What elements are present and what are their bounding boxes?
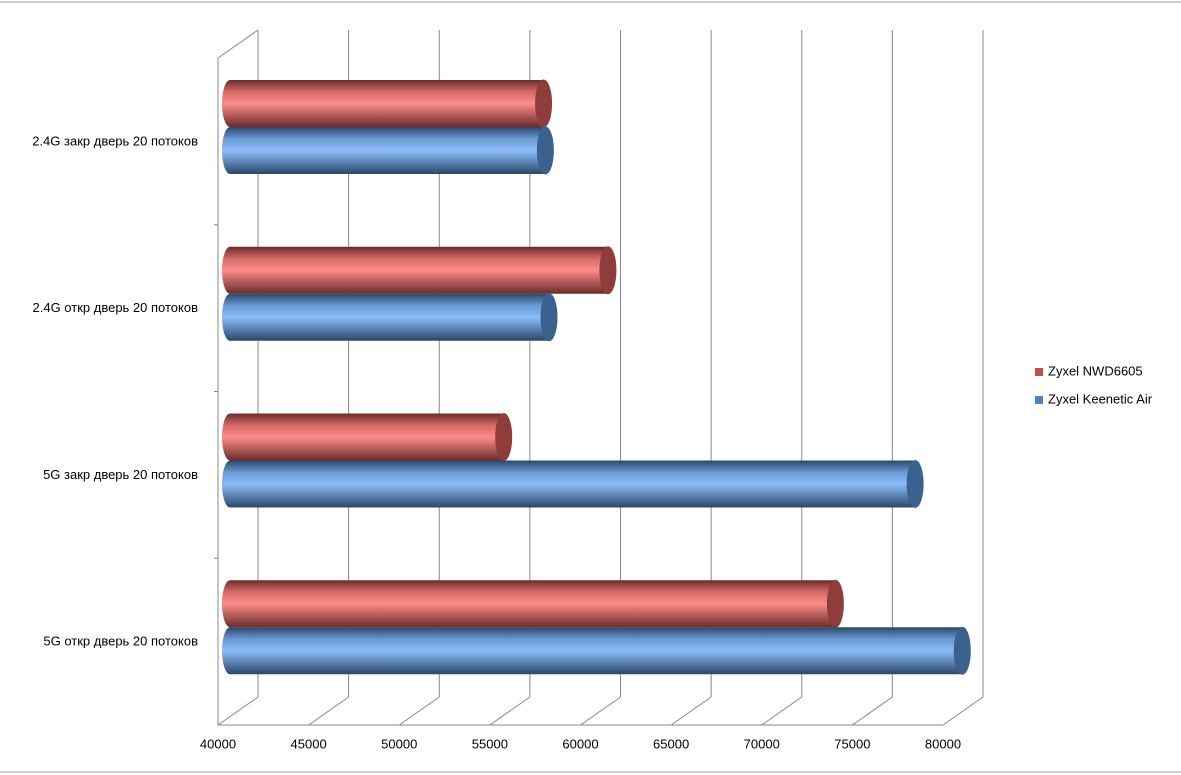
bar	[230, 627, 963, 675]
bar	[230, 460, 916, 508]
bar-cap	[536, 126, 554, 175]
x-tick-label: 60000	[562, 736, 598, 751]
x-tick-label: 80000	[925, 736, 961, 751]
bar-cap	[953, 626, 971, 675]
bar	[230, 580, 836, 628]
bar-cap	[599, 246, 617, 295]
grid-line	[670, 696, 712, 726]
grid-line	[308, 696, 349, 726]
grid-line	[942, 696, 984, 726]
y-tick-label: 2.4G закр дверь 20 потоков	[32, 133, 198, 148]
x-tick-label: 70000	[744, 736, 780, 751]
grid-line	[761, 696, 803, 726]
grid-line	[217, 696, 259, 726]
wall-edge	[217, 29, 259, 59]
bar	[230, 293, 549, 341]
bar	[230, 246, 608, 294]
legend-label: Zyxel Keenetic Air	[1048, 391, 1153, 406]
x-tick-label: 40000	[200, 736, 236, 751]
x-tick-label: 75000	[834, 736, 870, 751]
bar-cap	[906, 460, 924, 508]
legend-swatch	[1035, 396, 1043, 404]
bar-cap	[826, 579, 844, 628]
grid-line	[852, 696, 893, 726]
bar-cap	[540, 293, 558, 342]
legend-label: Zyxel NWD6605	[1048, 363, 1143, 378]
grid-line	[489, 696, 531, 726]
x-tick-label: 65000	[653, 736, 689, 751]
grid-line	[580, 696, 621, 726]
x-tick-label: 50000	[381, 736, 417, 751]
y-tick-label: 2.4G откр дверь 20 потоков	[33, 300, 199, 315]
bar	[230, 80, 544, 127]
grid-line	[398, 696, 440, 726]
x-tick-label: 55000	[472, 736, 508, 751]
bar	[230, 413, 504, 461]
bar	[230, 127, 546, 174]
bar-cap	[495, 413, 513, 461]
legend-swatch	[1035, 368, 1043, 376]
x-tick-label: 45000	[291, 736, 327, 751]
bar-cap	[535, 79, 553, 128]
y-tick-label: 5G откр дверь 20 потоков	[43, 634, 198, 649]
y-tick-label: 5G закр дверь 20 потоков	[43, 467, 198, 482]
